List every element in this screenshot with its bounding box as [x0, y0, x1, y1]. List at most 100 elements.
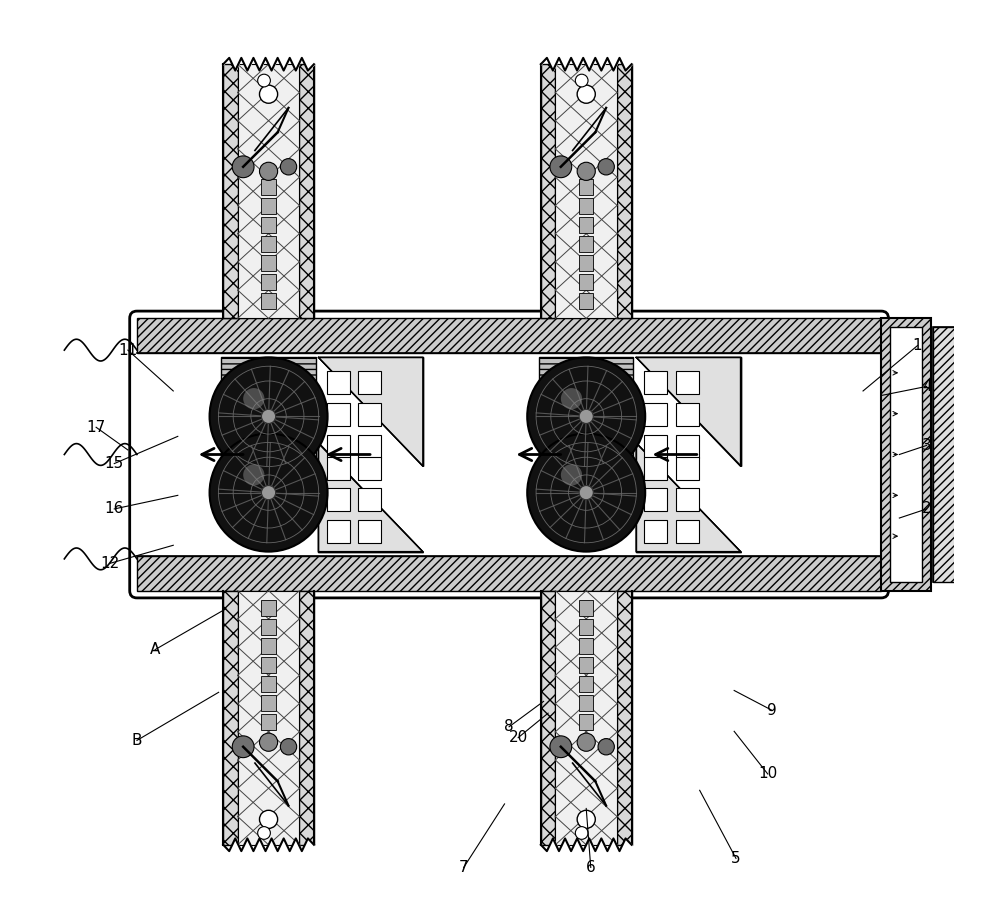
Bar [676, 520, 699, 543]
Circle shape [259, 162, 278, 180]
Bar [327, 435, 350, 457]
Circle shape [575, 75, 588, 87]
Text: 2: 2 [922, 502, 931, 516]
Bar [238, 65, 299, 318]
Bar [137, 318, 881, 353]
Text: 12: 12 [100, 556, 119, 571]
Bar [327, 488, 350, 511]
Bar [644, 435, 667, 457]
Bar [579, 274, 593, 290]
Circle shape [210, 357, 328, 475]
Bar [579, 178, 593, 195]
Polygon shape [636, 357, 741, 466]
Bar [555, 591, 617, 844]
Bar [221, 434, 316, 463]
Circle shape [561, 388, 582, 409]
Bar [579, 600, 593, 616]
Bar [617, 591, 632, 844]
Circle shape [527, 434, 645, 552]
Bar [261, 676, 276, 693]
Text: 17: 17 [86, 420, 106, 435]
Circle shape [550, 156, 572, 177]
Bar [539, 434, 633, 463]
Bar [261, 293, 276, 309]
Bar [579, 695, 593, 712]
Bar [579, 657, 593, 674]
Circle shape [561, 464, 582, 485]
Bar [261, 714, 276, 731]
Circle shape [550, 736, 572, 757]
Bar [933, 327, 958, 582]
Circle shape [258, 75, 270, 87]
Text: 3: 3 [922, 438, 931, 453]
Circle shape [579, 485, 593, 500]
Circle shape [259, 85, 278, 104]
Bar [238, 591, 299, 844]
Bar [223, 65, 238, 318]
Bar [644, 403, 667, 426]
Bar [261, 235, 276, 252]
Bar [579, 255, 593, 271]
Circle shape [258, 826, 270, 839]
Circle shape [577, 85, 595, 104]
Bar [358, 456, 381, 480]
Bar [358, 488, 381, 511]
Bar [579, 676, 593, 693]
Circle shape [232, 156, 254, 177]
Bar [676, 488, 699, 511]
Circle shape [577, 810, 595, 828]
Bar [261, 619, 276, 635]
Bar [261, 657, 276, 674]
Text: 1: 1 [913, 338, 922, 353]
Bar [327, 520, 350, 543]
Bar [579, 619, 593, 635]
Circle shape [243, 388, 264, 409]
Bar [358, 371, 381, 395]
Bar [261, 216, 276, 233]
Bar [261, 638, 276, 654]
Bar [644, 520, 667, 543]
Text: 16: 16 [105, 502, 124, 516]
Circle shape [280, 158, 297, 175]
Circle shape [210, 434, 328, 552]
Bar [579, 638, 593, 654]
Text: 6: 6 [586, 860, 596, 875]
Bar [299, 65, 314, 318]
Bar [318, 357, 423, 466]
Bar [579, 197, 593, 214]
Bar [676, 456, 699, 480]
Bar [579, 293, 593, 309]
Polygon shape [636, 357, 741, 466]
Bar [617, 65, 632, 318]
Bar [358, 435, 381, 457]
Bar [261, 600, 276, 616]
Circle shape [577, 734, 595, 752]
Circle shape [575, 826, 588, 839]
Bar [644, 371, 667, 395]
Bar [261, 274, 276, 290]
Circle shape [598, 739, 614, 754]
Polygon shape [318, 357, 423, 466]
Bar [579, 216, 593, 233]
Circle shape [259, 734, 278, 752]
Bar [299, 591, 314, 844]
Polygon shape [636, 443, 741, 552]
Bar [261, 178, 276, 195]
Circle shape [280, 739, 297, 754]
Circle shape [261, 409, 276, 424]
Circle shape [243, 464, 264, 485]
Text: 11: 11 [118, 343, 138, 357]
Text: 15: 15 [105, 456, 124, 471]
Bar [261, 695, 276, 712]
Text: 7: 7 [459, 860, 469, 875]
Bar [358, 520, 381, 543]
Bar [358, 403, 381, 426]
Bar [541, 591, 555, 844]
Circle shape [527, 357, 645, 475]
Circle shape [579, 409, 593, 424]
Bar [327, 456, 350, 480]
Bar [881, 318, 931, 591]
Bar [261, 255, 276, 271]
Text: 5: 5 [731, 851, 741, 866]
Bar [539, 357, 633, 387]
